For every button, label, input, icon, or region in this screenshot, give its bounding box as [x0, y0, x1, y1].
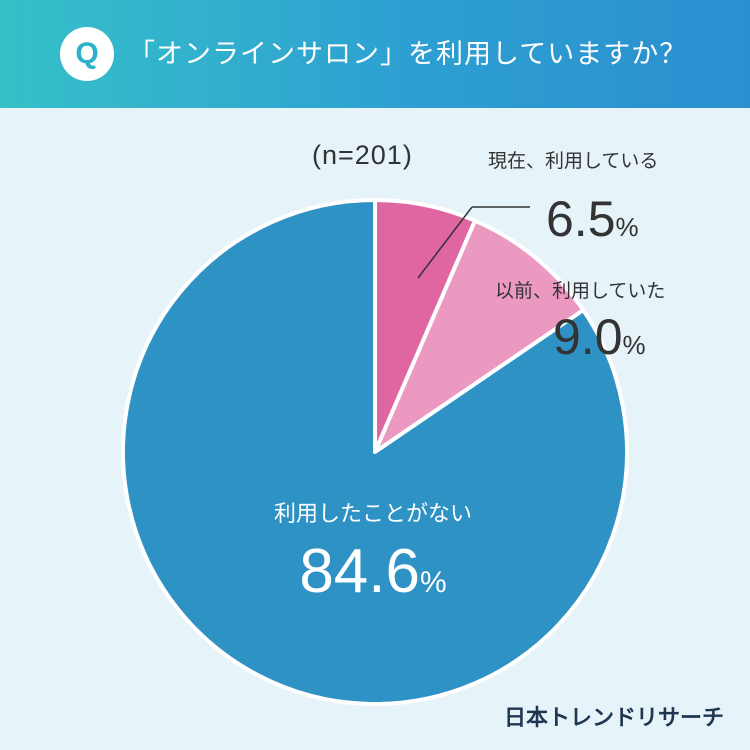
slice-value-current: 6.5: [546, 191, 616, 247]
header-banner: Q 「オンラインサロン」を利用していますか？: [0, 0, 750, 108]
slice-label-former: 以前、利用していた 9.0%: [495, 276, 666, 365]
percent-sign: %: [615, 212, 639, 242]
pie-slice-never: [121, 198, 629, 706]
leader-line-current: [417, 206, 473, 279]
pie-slice-former: [373, 218, 586, 454]
percent-sign: %: [622, 330, 646, 360]
slice-category-former: 以前、利用していた: [495, 280, 666, 302]
percent-sign: %: [419, 566, 447, 599]
slice-value-former: 9.0: [553, 309, 623, 365]
slice-value-never: 84.6: [299, 537, 420, 606]
question-title: 「オンラインサロン」を利用していますか？: [128, 39, 688, 70]
brand-logo-text: 日本トレンドリサーチ: [503, 706, 724, 731]
slice-category-current: 現在、利用している: [488, 150, 659, 172]
sample-size-label: (n=201): [312, 140, 413, 170]
slice-category-never: 利用したことがない: [273, 502, 472, 527]
question-badge: Q: [60, 27, 114, 81]
slice-label-current: 現在、利用している 6.5%: [488, 146, 659, 247]
slice-label-never: 利用したことがない 84.6%: [248, 496, 498, 607]
